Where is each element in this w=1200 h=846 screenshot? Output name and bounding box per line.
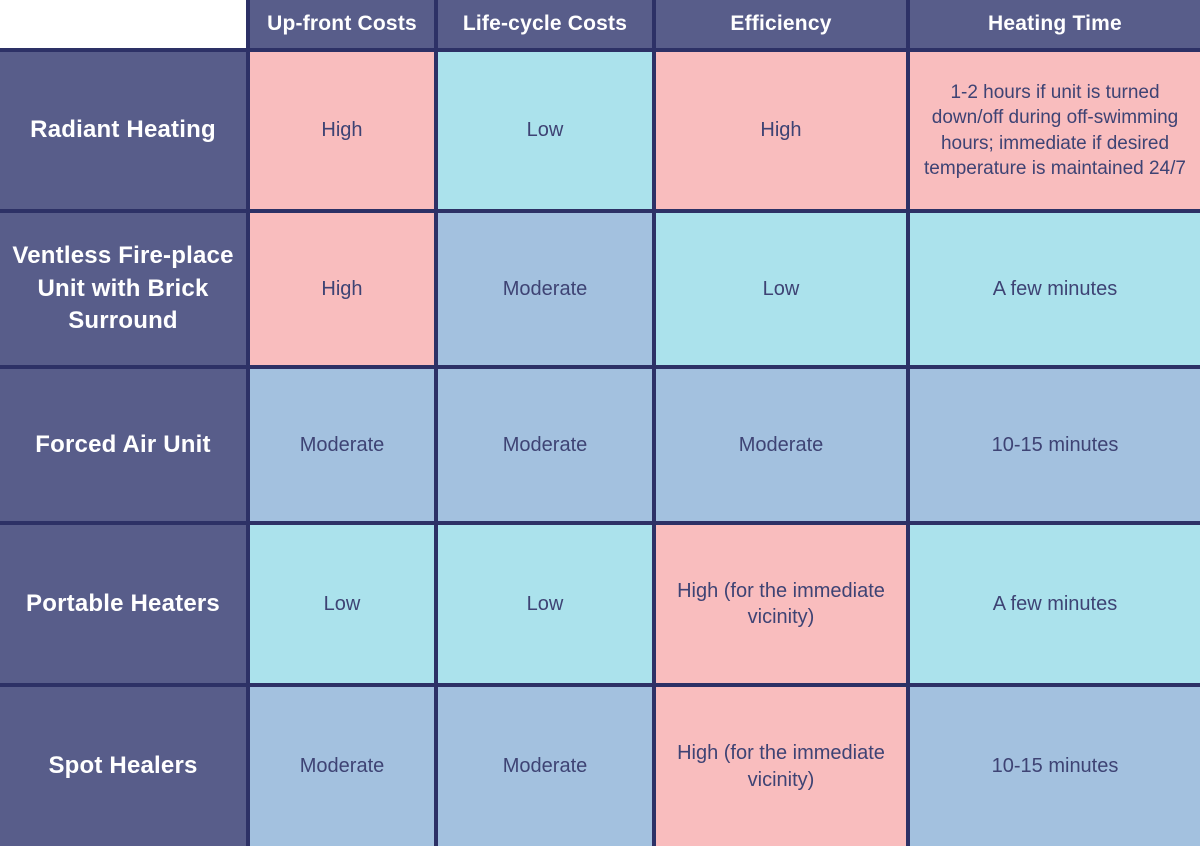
corner-cell: [0, 0, 250, 52]
table-row-ventless-fireplace: Ventless Fire-place Unit with Brick Surr…: [0, 209, 1200, 369]
table-cell: High: [246, 48, 438, 213]
table-cell: Moderate: [434, 209, 656, 369]
table-cell: A few minutes: [906, 521, 1200, 687]
table-cell: A few minutes: [906, 209, 1200, 369]
table-cell: Moderate: [434, 365, 656, 525]
table-cell: High (for the immediate vicinity): [652, 683, 910, 846]
table-cell: Moderate: [246, 365, 438, 525]
table-row-radiant-heating: Radiant Heating High Low High 1-2 hours …: [0, 48, 1200, 213]
column-header-efficiency: Efficiency: [652, 0, 910, 52]
row-label: Ventless Fire-place Unit with Brick Surr…: [0, 209, 250, 369]
table-cell: Moderate: [246, 683, 438, 846]
column-header-upfront-costs: Up-front Costs: [246, 0, 438, 52]
table-row-portable-heaters: Portable Heaters Low Low High (for the i…: [0, 521, 1200, 687]
table-cell: Low: [434, 521, 656, 687]
table-cell: Moderate: [652, 365, 910, 525]
table-row-spot-healers: Spot Healers Moderate Moderate High (for…: [0, 683, 1200, 846]
table-cell: Low: [434, 48, 656, 213]
header-row: Up-front Costs Life-cycle Costs Efficien…: [0, 0, 1200, 52]
table-cell: 10-15 minutes: [906, 683, 1200, 846]
table-cell: High: [246, 209, 438, 369]
row-label: Portable Heaters: [0, 521, 250, 687]
table-cell: 1-2 hours if unit is turned down/off dur…: [906, 48, 1200, 213]
row-label: Forced Air Unit: [0, 365, 250, 525]
row-label: Spot Healers: [0, 683, 250, 846]
table-cell: Moderate: [434, 683, 656, 846]
column-header-heating-time: Heating Time: [906, 0, 1200, 52]
table-cell: Low: [652, 209, 910, 369]
column-header-lifecycle-costs: Life-cycle Costs: [434, 0, 656, 52]
table-cell: Low: [246, 521, 438, 687]
table-cell: 10-15 minutes: [906, 365, 1200, 525]
table-cell: High: [652, 48, 910, 213]
table-row-forced-air-unit: Forced Air Unit Moderate Moderate Modera…: [0, 365, 1200, 525]
row-label: Radiant Heating: [0, 48, 250, 213]
table-cell: High (for the immediate vicinity): [652, 521, 910, 687]
